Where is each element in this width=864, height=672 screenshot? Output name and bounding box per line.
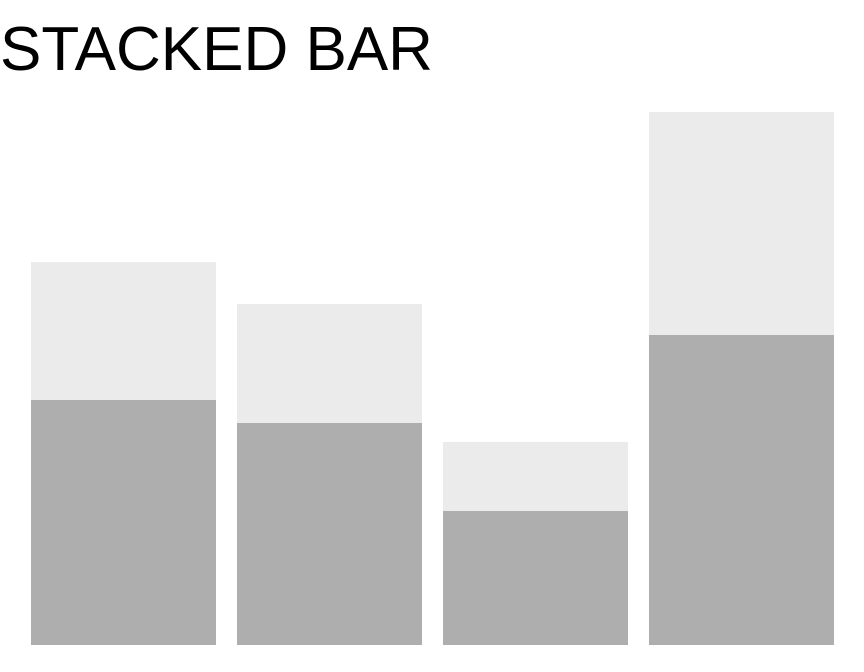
bar-segment-2-series-2 bbox=[237, 304, 422, 423]
chart-title: STACKED BAR bbox=[0, 15, 433, 84]
bar-segment-1-series-2 bbox=[31, 262, 216, 400]
bar-segment-4-series-1 bbox=[649, 335, 834, 645]
bar-segment-4-series-2 bbox=[649, 112, 834, 335]
bar-segment-3-series-1 bbox=[443, 511, 628, 645]
bar-segment-2-series-1 bbox=[237, 423, 422, 645]
bar-segment-1-series-1 bbox=[31, 400, 216, 645]
bar-segment-3-series-2 bbox=[443, 442, 628, 511]
